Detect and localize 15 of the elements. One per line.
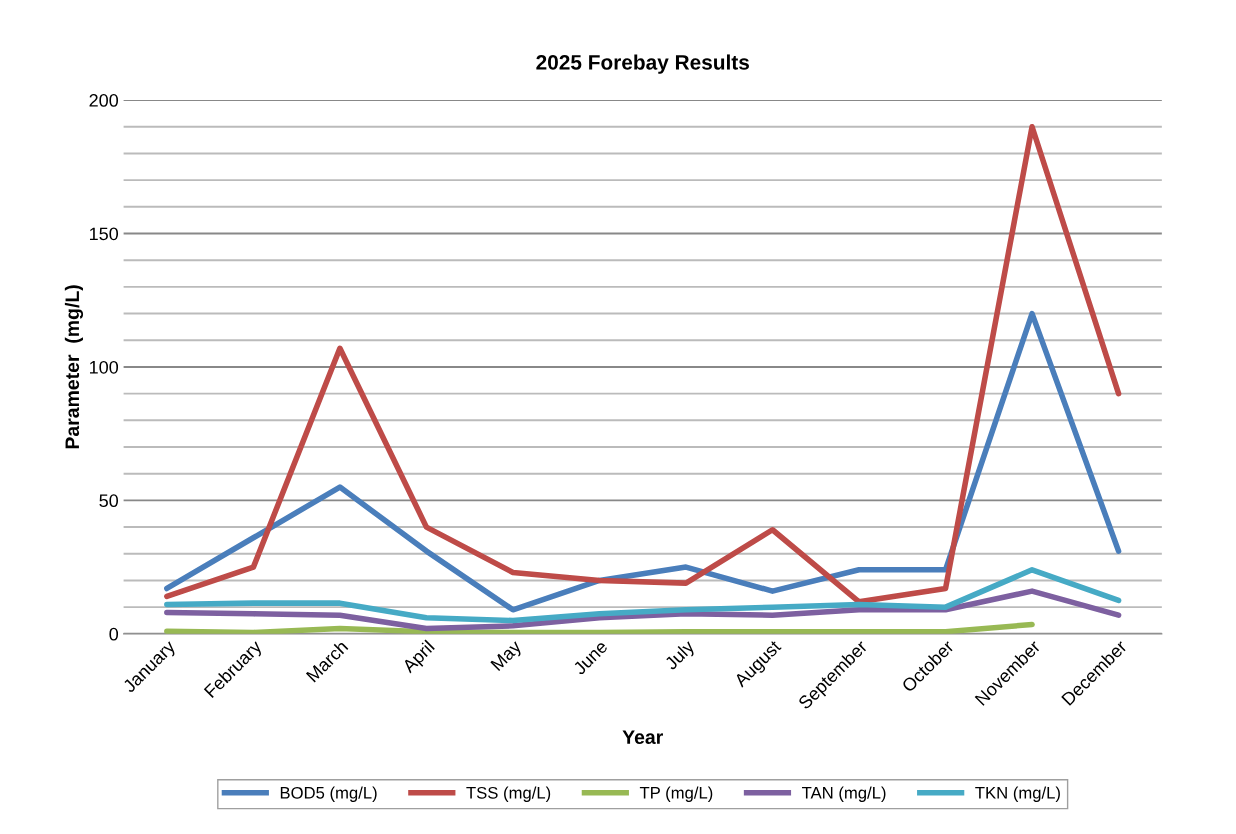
legend-label: TKN (mg/L)	[975, 786, 1060, 802]
chart-title: 2025 Forebay Results	[536, 54, 749, 74]
y-axis-title: Parameter (mg/L)	[64, 285, 84, 449]
y-tick-label: 150	[89, 227, 119, 241]
legend-label: TSS (mg/L)	[466, 786, 551, 802]
x-axis-title: Year	[622, 730, 663, 744]
legend-label: TAN (mg/L)	[802, 786, 886, 802]
x-tick-label: July	[663, 638, 698, 674]
y-tick-label: 0	[109, 627, 119, 641]
legend-label: BOD5 (mg/L)	[280, 786, 377, 802]
x-tick-label: May	[490, 639, 525, 674]
y-tick-label: 100	[89, 360, 119, 374]
y-tick-label: 200	[89, 94, 119, 107]
legend-label: TP (mg/L)	[639, 786, 713, 802]
y-tick-label: 50	[99, 494, 119, 508]
